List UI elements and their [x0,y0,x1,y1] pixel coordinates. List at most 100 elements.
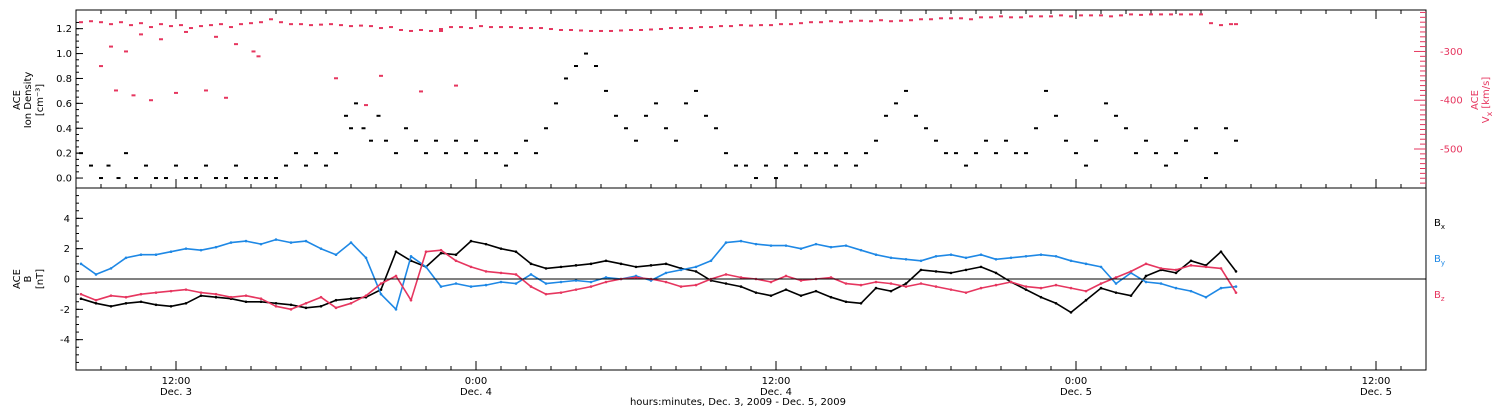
bx-point [439,251,443,255]
bx-point [454,253,458,257]
bx-point [1099,286,1103,290]
velocity-point [129,24,133,27]
velocity-point [819,21,823,24]
velocity-point [234,43,238,46]
by-point [1174,286,1178,290]
density-point [1204,177,1208,180]
bx-point [1024,288,1028,291]
bottom-left-tick-label: -4 [60,335,70,346]
density-point [524,139,528,142]
velocity-point [1179,13,1183,16]
density-point [914,114,918,117]
velocity-point [699,26,703,29]
density-point [574,65,578,68]
velocity-point [399,28,403,31]
velocity-point [599,29,603,32]
density-point [804,164,808,167]
bx-point [874,286,878,290]
density-point [1024,152,1028,155]
bz-point [934,285,938,288]
velocity-point [1139,13,1143,16]
top-left-tick-label: 0.8 [56,74,72,85]
legend-bz-sub: z [1441,295,1445,303]
bz-point [94,298,98,302]
by-point [1009,256,1013,260]
bz-point [874,280,878,284]
velocity-point [1009,16,1013,19]
bz-point [169,289,173,293]
top-left-tick-label: 0.0 [56,174,72,185]
density-point [534,152,538,155]
by-point [694,265,698,269]
velocity-point [769,24,773,27]
by-point [709,259,713,263]
by-point [604,276,608,279]
bx-point [799,294,803,297]
bx-point [994,271,998,275]
by-point [664,271,668,275]
legend-bx-sub: x [1441,223,1445,231]
velocity-point [1119,14,1123,17]
velocity-point [339,24,343,27]
density-point [694,89,698,92]
density-point [1134,152,1138,155]
bottom-left-tick-label: 2 [64,244,70,255]
by-point [1024,254,1028,258]
density-point [974,152,978,155]
density-point [614,114,618,117]
bz-point [829,276,833,279]
top-panel-frame [75,9,1427,189]
density-point [1164,164,1168,167]
density-point [654,102,658,105]
density-point [349,127,353,130]
bx-point [469,239,473,243]
bz-point [1144,262,1148,266]
legend-bx-name: B [1434,218,1441,229]
velocity-point [119,21,123,24]
top-right-ylabel-line2: Vx [km/s] [1481,77,1494,124]
bx-point [949,271,953,275]
bx-point [574,264,578,267]
velocity-point [789,23,793,26]
bz-point [109,294,113,297]
bz-point [199,291,203,294]
density-point [234,164,238,167]
density-point [644,114,648,117]
top-right-tick-label: -300 [1440,47,1463,58]
density-point [934,139,938,142]
density-point [1014,152,1018,155]
density-point [634,139,638,142]
bz-point [484,270,488,273]
top-left-tick-label: 1.0 [56,49,72,60]
velocity-point [1059,14,1063,17]
bz-point [214,292,218,296]
density-point [254,177,258,180]
by-point [889,256,893,260]
bz-series-line [80,249,1237,311]
by-point [394,308,398,311]
velocity-point [179,24,183,27]
velocity-point [879,19,883,22]
velocity-point [849,20,853,23]
velocity-point [889,20,893,23]
velocity-point [729,25,733,28]
density-point [784,164,788,167]
density-point [99,177,103,180]
top-left-ylabel-line1: ACE [12,90,23,110]
density-point [624,127,628,130]
bz-point [349,301,353,305]
density-point [874,139,878,142]
density-point [814,152,818,155]
top-right-axis-ticks: -300 -400 -500 [1414,11,1463,184]
bx-point [244,300,248,304]
by-point [484,283,488,287]
bz-point [454,259,458,263]
velocity-point [204,89,208,92]
bx-point [694,270,698,273]
velocity-point [989,16,993,19]
by-point [244,239,248,243]
legend-by-sub: y [1441,259,1445,267]
density-point [1184,139,1188,142]
density-point [124,152,128,155]
bz-point [1114,276,1118,279]
